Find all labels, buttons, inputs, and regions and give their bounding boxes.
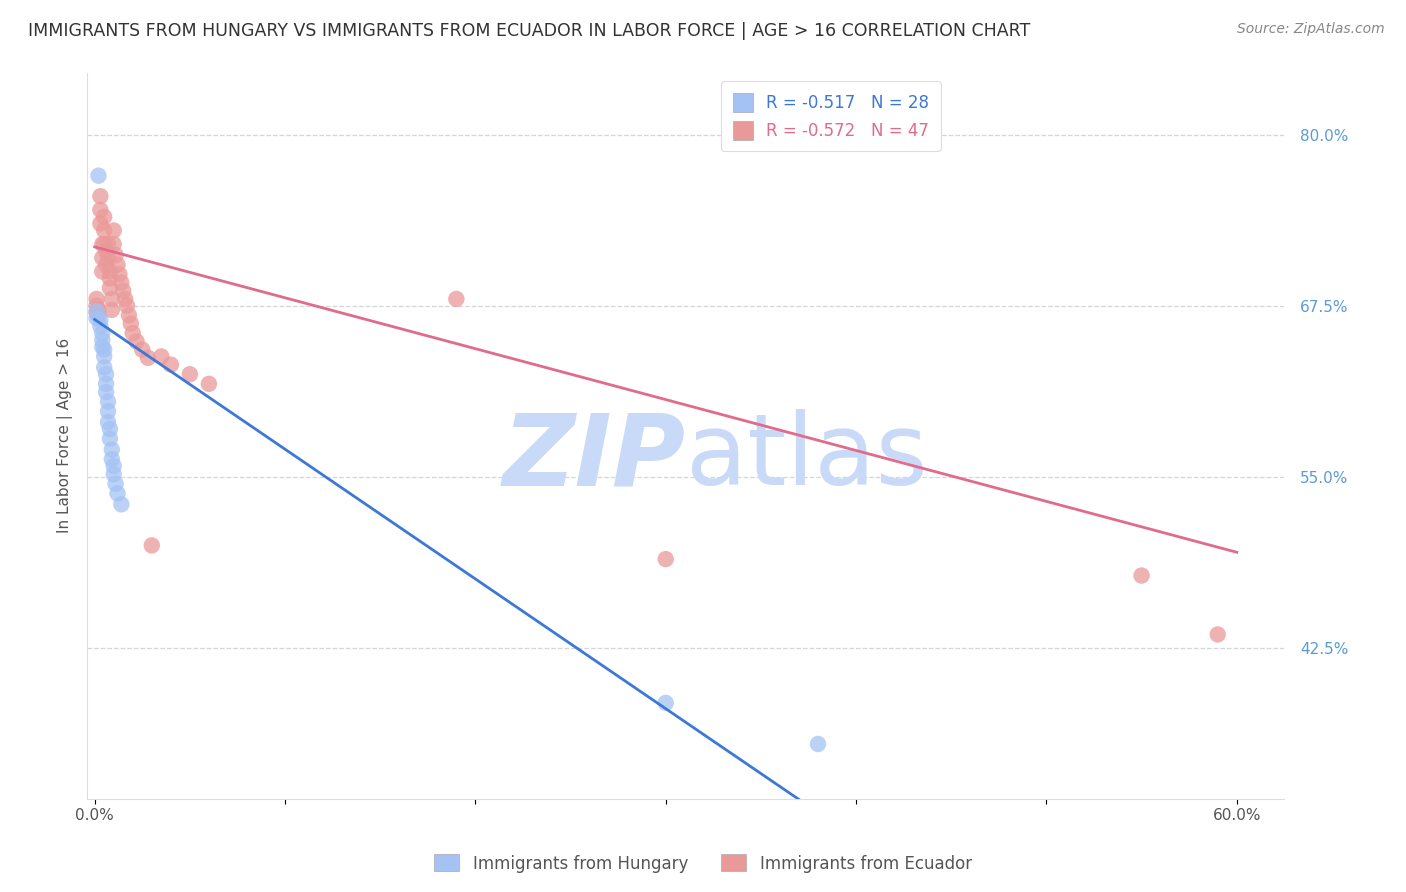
Y-axis label: In Labor Force | Age > 16: In Labor Force | Age > 16: [58, 338, 73, 533]
Point: [98, 432, 121, 446]
Point: [103, 237, 125, 252]
Point: [101, 302, 124, 317]
Point: [86, 311, 108, 326]
Point: [93, 237, 115, 252]
Point: [136, 351, 159, 365]
Point: [1130, 568, 1153, 582]
Point: [98, 281, 121, 295]
Point: [101, 292, 124, 306]
Point: [94, 244, 117, 258]
Point: [94, 376, 117, 391]
Point: [1206, 627, 1229, 641]
Point: [97, 415, 120, 429]
Text: atlas: atlas: [686, 409, 928, 506]
Point: [86, 304, 108, 318]
Point: [91, 326, 114, 341]
Point: [87, 169, 110, 183]
Point: [103, 467, 125, 482]
Point: [103, 223, 125, 237]
Point: [93, 360, 115, 375]
Point: [94, 258, 117, 272]
Point: [103, 458, 125, 473]
Point: [93, 343, 115, 357]
Point: [108, 267, 131, 281]
Legend: R = -0.517   N = 28, R = -0.572   N = 47: R = -0.517 N = 28, R = -0.572 N = 47: [721, 81, 941, 152]
Point: [110, 276, 132, 290]
Point: [98, 422, 121, 436]
Point: [94, 385, 117, 400]
Point: [91, 251, 114, 265]
Point: [86, 305, 108, 319]
Point: [86, 292, 108, 306]
Point: [93, 350, 115, 364]
Point: [101, 442, 124, 457]
Point: [89, 319, 111, 334]
Point: [107, 486, 129, 500]
Point: [446, 292, 468, 306]
Point: [179, 368, 201, 382]
Point: [807, 737, 830, 751]
Point: [121, 326, 143, 341]
Point: [86, 299, 108, 313]
Point: [120, 317, 142, 331]
Point: [107, 258, 129, 272]
Point: [98, 271, 121, 285]
Point: [110, 497, 132, 511]
Point: [118, 309, 141, 323]
Point: [112, 284, 135, 298]
Point: [91, 333, 114, 347]
Point: [104, 476, 127, 491]
Point: [115, 299, 138, 313]
Text: IMMIGRANTS FROM HUNGARY VS IMMIGRANTS FROM ECUADOR IN LABOR FORCE | AGE > 16 COR: IMMIGRANTS FROM HUNGARY VS IMMIGRANTS FR…: [28, 22, 1031, 40]
Point: [93, 223, 115, 237]
Text: Source: ZipAtlas.com: Source: ZipAtlas.com: [1237, 22, 1385, 37]
Point: [150, 350, 173, 364]
Point: [89, 202, 111, 217]
Text: ZIP: ZIP: [503, 409, 686, 506]
Point: [91, 340, 114, 354]
Point: [104, 248, 127, 262]
Point: [159, 358, 181, 372]
Point: [87, 309, 110, 323]
Point: [89, 312, 111, 326]
Point: [114, 292, 136, 306]
Point: [91, 237, 114, 252]
Point: [89, 217, 111, 231]
Point: [654, 696, 676, 710]
Point: [93, 210, 115, 224]
Point: [97, 404, 120, 418]
Point: [97, 394, 120, 409]
Point: [141, 538, 163, 552]
Point: [89, 189, 111, 203]
Point: [97, 237, 120, 252]
Point: [131, 343, 153, 357]
Point: [97, 251, 120, 265]
Point: [654, 552, 676, 566]
Point: [101, 452, 124, 467]
Legend: Immigrants from Hungary, Immigrants from Ecuador: Immigrants from Hungary, Immigrants from…: [427, 847, 979, 880]
Point: [98, 264, 121, 278]
Point: [87, 302, 110, 317]
Point: [198, 376, 221, 391]
Point: [91, 264, 114, 278]
Point: [125, 334, 148, 349]
Point: [94, 368, 117, 382]
